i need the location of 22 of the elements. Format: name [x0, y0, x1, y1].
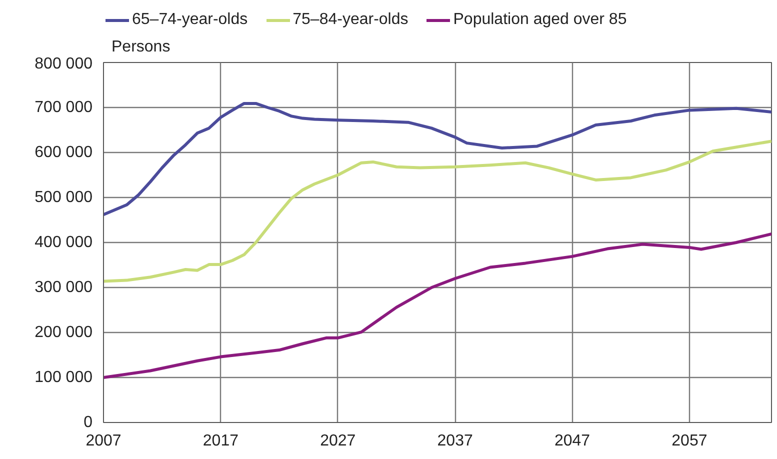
y-tick-label: 300 000	[34, 279, 93, 296]
legend-label: 65–74-year-olds	[132, 11, 248, 29]
x-tick-label: 2017	[202, 432, 239, 450]
x-tick-label: 2027	[320, 432, 356, 450]
y-axis-title: Persons	[112, 38, 170, 56]
y-tick-label: 0	[84, 414, 93, 431]
y-tick-label: 700 000	[34, 99, 93, 116]
y-tick-label: 600 000	[34, 144, 93, 161]
y-tick-label: 200 000	[34, 324, 93, 341]
x-tick-label: 2007	[86, 432, 122, 450]
legend-label: Population aged over 85	[453, 11, 627, 29]
x-tick-label: 2037	[437, 432, 473, 450]
y-tick-label: 400 000	[34, 234, 93, 251]
line-series	[104, 232, 772, 379]
y-tick-label: 100 000	[34, 369, 93, 386]
y-tick-label: 500 000	[34, 189, 93, 206]
y-tick-label: 800 000	[34, 56, 93, 72]
x-tick-label: 2057	[672, 432, 708, 450]
legend-label: 75–84-year-olds	[292, 11, 408, 29]
x-tick-label: 2047	[554, 432, 590, 450]
line-series	[104, 140, 772, 283]
line-series	[104, 102, 772, 216]
